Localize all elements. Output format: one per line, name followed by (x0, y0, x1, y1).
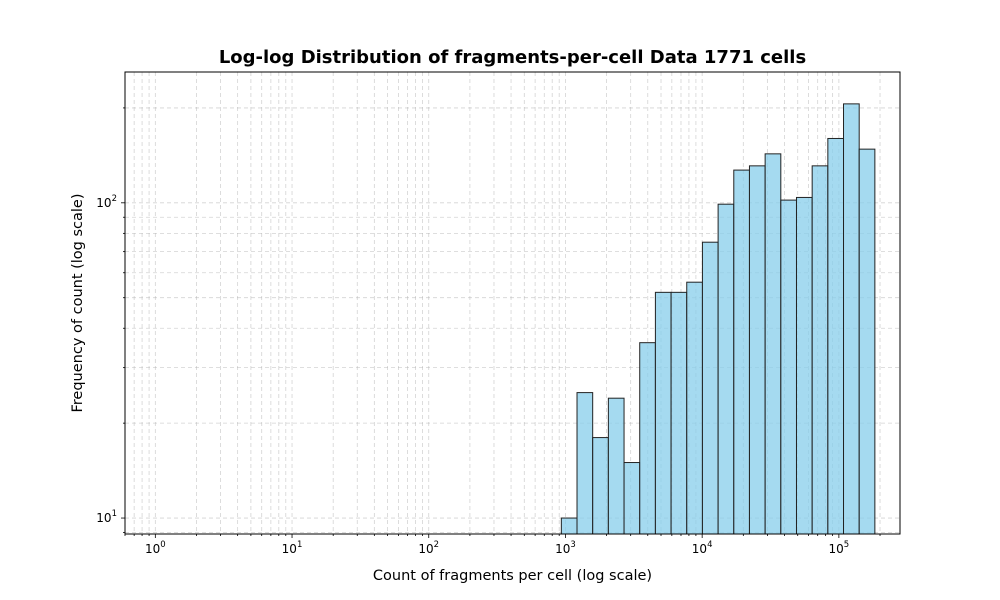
histogram-bar (827, 137, 845, 535)
y-tick-label: 102 (96, 194, 117, 210)
bars (560, 103, 876, 535)
x-tick-label: 101 (282, 540, 303, 556)
x-tick-label: 103 (555, 540, 576, 556)
histogram-bar (811, 165, 829, 535)
histogram-bar (701, 241, 719, 535)
x-tick-label: 104 (692, 540, 713, 556)
histogram-bar (639, 342, 656, 535)
x-tick-label: 105 (829, 540, 850, 556)
histogram-bar (670, 291, 688, 535)
histogram-bar (858, 148, 876, 535)
plot-frame (124, 71, 901, 535)
x-axis-label: Count of fragments per cell (log scale) (373, 568, 652, 584)
axis-ticks: 100 101 102 103 104 105 101 102 (96, 107, 881, 556)
y-tick-label: 101 (96, 509, 117, 525)
x-tick-label: 100 (145, 540, 166, 556)
histogram-bar (733, 169, 750, 535)
histogram-bar (795, 196, 813, 535)
histogram-bar (764, 153, 782, 535)
histogram-bar (592, 437, 609, 535)
histogram-bar (654, 291, 672, 535)
x-tick-label: 102 (418, 540, 439, 556)
histogram-bar (686, 281, 703, 535)
histogram-bar (560, 517, 578, 535)
histogram-bar (843, 103, 860, 535)
histogram-bar (717, 203, 735, 535)
histogram-bar (576, 392, 594, 535)
histogram-bar (780, 199, 797, 535)
chart-title: Log-log Distribution of fragments-per-ce… (219, 47, 806, 68)
histogram-bar (607, 397, 625, 535)
histogram-bar (623, 462, 641, 535)
y-axis-label: Frequency of count (log scale) (70, 193, 86, 412)
histogram-bar (748, 165, 766, 535)
